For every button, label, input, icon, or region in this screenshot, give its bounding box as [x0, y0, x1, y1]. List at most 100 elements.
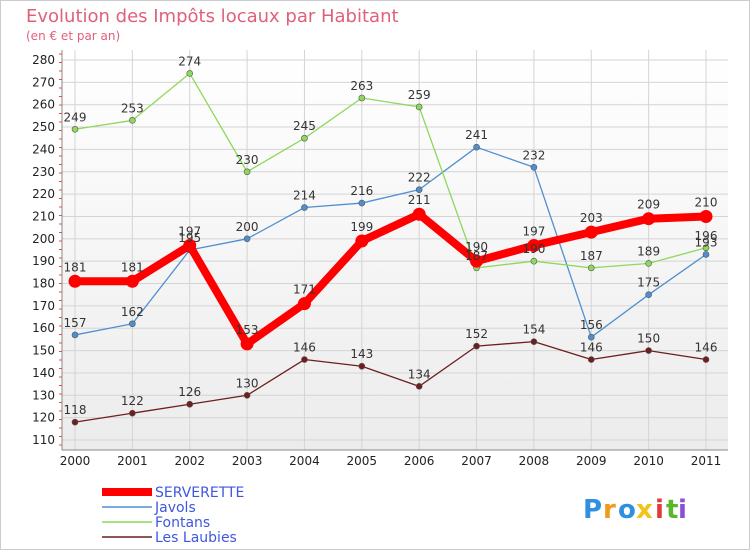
data-labels: 181 181 197 153 171 199 211 190 197 203 209 210 157 1… — [64, 54, 718, 417]
data-point — [470, 254, 484, 268]
data-point — [71, 418, 79, 426]
value-label: 181 — [64, 260, 87, 274]
x-tick-label: 2010 — [633, 454, 664, 468]
value-label: 143 — [350, 347, 373, 361]
data-point — [186, 70, 194, 77]
axes: 110 120 130 140 150 160 170 180 190 200 210 220 230 2… — [32, 50, 728, 468]
x-tick-label: 2008 — [519, 454, 550, 468]
data-point — [355, 234, 369, 248]
value-label: 253 — [121, 101, 144, 115]
value-label: 146 — [580, 341, 603, 355]
data-point — [68, 274, 82, 288]
value-label: 150 — [637, 332, 660, 346]
value-label: 118 — [64, 403, 87, 417]
y-tick-label: 230 — [32, 165, 55, 179]
value-label: 130 — [236, 376, 259, 390]
data-point — [587, 356, 595, 363]
value-label: 190 — [465, 240, 488, 254]
chart-title: Evolution des Impôts locaux par Habitant — [26, 6, 399, 27]
y-tick-label: 190 — [32, 254, 55, 268]
data-point — [702, 356, 710, 363]
data-point — [71, 125, 79, 133]
value-label: 196 — [695, 229, 718, 243]
value-label: 263 — [350, 79, 373, 93]
legend-label: Fontans — [155, 515, 210, 531]
value-label: 156 — [580, 318, 603, 332]
value-label: 134 — [408, 367, 431, 381]
x-tick-label: 2000 — [60, 454, 91, 468]
legend-label: Javols — [154, 500, 196, 516]
value-label: 154 — [522, 323, 545, 337]
y-tick-label: 170 — [32, 299, 55, 313]
data-point — [240, 337, 254, 351]
data-point — [125, 274, 139, 288]
legend-label: SERVERETTE — [155, 485, 244, 501]
data-point — [530, 257, 538, 265]
value-label: 171 — [293, 283, 316, 297]
data-point — [358, 94, 366, 102]
series-line-les-laubies — [74, 340, 707, 423]
y-tick-label: 260 — [32, 98, 55, 112]
data-point — [415, 103, 423, 111]
value-label: 146 — [293, 341, 316, 355]
logo-letter: i — [655, 495, 664, 525]
value-label: 190 — [522, 242, 545, 256]
data-point — [530, 338, 538, 345]
series-line-fontans — [74, 72, 707, 269]
value-label: 203 — [580, 211, 603, 225]
x-tick-label: 2006 — [404, 454, 435, 468]
y-tick-label: 210 — [32, 209, 55, 223]
data-point — [584, 225, 598, 239]
value-label: 152 — [465, 327, 488, 341]
value-label: 222 — [408, 171, 431, 185]
data-point — [527, 239, 541, 253]
x-tick-label: 2011 — [691, 454, 722, 468]
value-label: 259 — [408, 88, 431, 102]
data-point — [587, 264, 595, 272]
data-point — [243, 168, 251, 176]
value-label: 197 — [178, 225, 201, 239]
data-point — [301, 134, 308, 142]
x-tick-label: 2001 — [117, 454, 148, 468]
value-label: 153 — [236, 323, 259, 337]
series-line-serverette — [71, 210, 710, 348]
data-point — [642, 212, 656, 226]
data-point — [243, 391, 251, 399]
value-label: 214 — [293, 189, 316, 203]
data-point — [530, 163, 538, 171]
x-tick-label: 2009 — [576, 454, 607, 468]
y-tick-label: 120 — [32, 411, 55, 425]
value-label: 122 — [121, 394, 144, 408]
data-point — [129, 117, 136, 124]
data-point — [358, 362, 366, 370]
value-label: 200 — [236, 220, 259, 234]
data-point — [473, 143, 480, 151]
grid — [62, 50, 728, 450]
y-tick-label: 150 — [32, 344, 55, 358]
y-tick-label: 250 — [32, 120, 55, 134]
x-tick-label: 2005 — [347, 454, 378, 468]
logo-letter: r — [603, 495, 616, 525]
y-tick-label: 180 — [32, 277, 55, 291]
data-point — [702, 244, 710, 252]
data-point — [183, 239, 197, 253]
y-tick-label: 270 — [32, 75, 55, 89]
x-tick-label: 2004 — [289, 454, 320, 468]
value-label: 146 — [695, 341, 718, 355]
value-label: 209 — [637, 198, 660, 212]
y-tick-label: 160 — [32, 321, 55, 335]
data-point — [587, 333, 595, 341]
x-tick-label: 2007 — [461, 454, 492, 468]
y-tick-label: 240 — [32, 142, 55, 156]
data-point — [415, 383, 423, 390]
y-tick-label: 200 — [32, 232, 55, 246]
series-line-javols — [74, 146, 707, 338]
value-label: 230 — [236, 153, 259, 167]
data-point — [129, 409, 136, 417]
y-tick-label: 220 — [32, 187, 55, 201]
chart-subtitle: (en € et par an) — [26, 29, 120, 43]
